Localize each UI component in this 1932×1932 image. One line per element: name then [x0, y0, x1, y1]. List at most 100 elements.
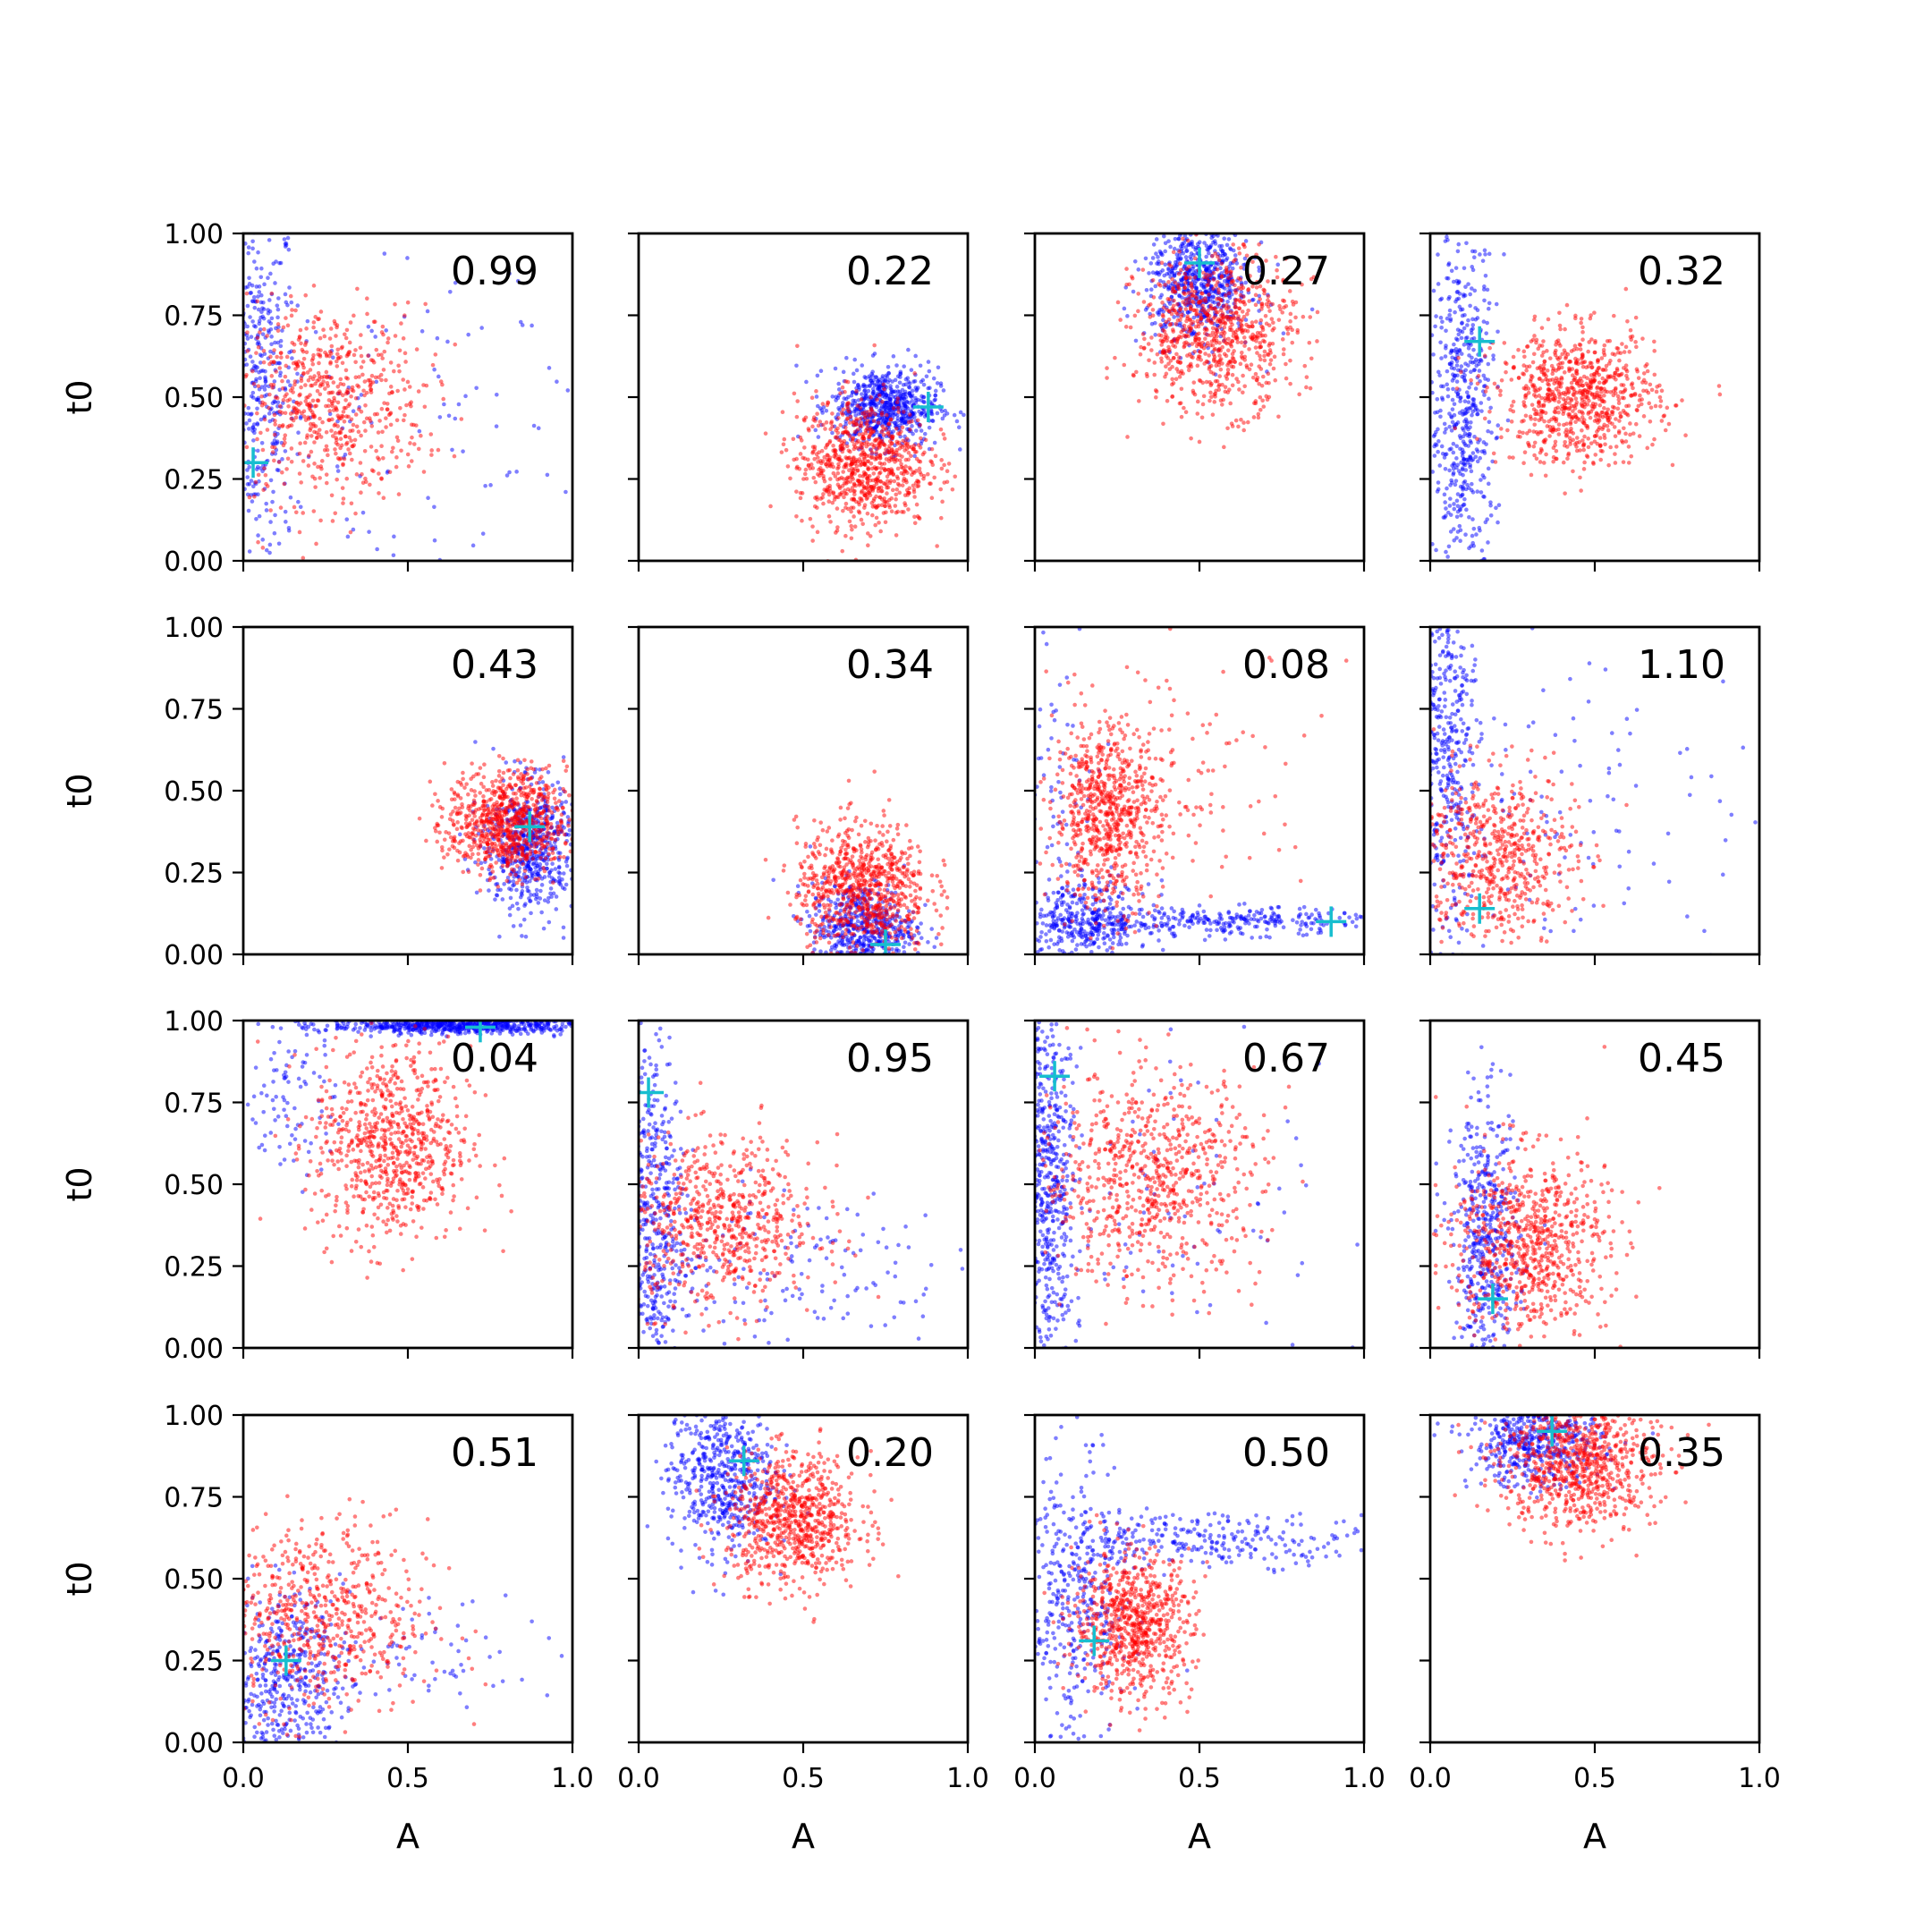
- point-blue: [373, 335, 377, 339]
- point-red: [1175, 336, 1181, 342]
- point-red: [1250, 320, 1255, 325]
- point-red: [812, 456, 817, 462]
- point-blue: [1444, 343, 1448, 348]
- point-blue: [236, 514, 241, 519]
- point-blue: [1463, 417, 1469, 422]
- point-red: [354, 424, 360, 429]
- point-blue: [1478, 528, 1482, 533]
- point-blue: [1470, 286, 1474, 291]
- point-red: [1288, 358, 1292, 363]
- point-blue: [1456, 228, 1461, 233]
- point-blue: [1479, 478, 1483, 482]
- point-blue: [1243, 318, 1249, 322]
- point-red: [360, 372, 365, 377]
- point-red: [395, 438, 401, 444]
- point-blue: [1447, 312, 1452, 318]
- point-red: [1177, 375, 1182, 379]
- point-red: [1207, 292, 1211, 297]
- point-red: [1528, 379, 1533, 384]
- point-red: [901, 438, 906, 444]
- point-red: [312, 440, 317, 445]
- point-red: [1302, 363, 1308, 369]
- point-red: [1190, 342, 1195, 346]
- point-red: [798, 452, 803, 456]
- point-blue: [1172, 274, 1177, 278]
- point-blue: [1436, 369, 1441, 375]
- point-red: [1210, 343, 1216, 348]
- point-blue: [1430, 470, 1435, 474]
- point-blue: [360, 510, 366, 515]
- point-blue: [897, 380, 902, 386]
- point-blue: [285, 235, 291, 241]
- point-red: [297, 471, 302, 476]
- point-blue: [267, 550, 272, 555]
- point-red: [404, 402, 409, 408]
- point-red: [1254, 252, 1258, 258]
- point-red: [1295, 330, 1301, 335]
- point-red: [860, 447, 865, 453]
- point-red: [305, 370, 310, 375]
- point-blue: [437, 415, 443, 419]
- point-red: [1625, 377, 1630, 381]
- point-blue: [343, 452, 348, 457]
- point-blue: [874, 382, 878, 387]
- point-blue: [278, 338, 284, 343]
- point-red: [1189, 361, 1193, 367]
- point-red: [288, 293, 293, 299]
- point-blue: [1166, 285, 1172, 291]
- point-red: [859, 517, 864, 522]
- point-red: [371, 360, 377, 365]
- point-blue: [290, 356, 294, 360]
- point-red: [1274, 254, 1278, 259]
- point-red: [379, 444, 384, 449]
- point-blue: [255, 397, 259, 402]
- point-red: [362, 379, 368, 384]
- point-red: [1179, 386, 1184, 392]
- point-red: [915, 484, 919, 489]
- point-blue: [1184, 227, 1189, 232]
- point-red: [399, 321, 403, 326]
- point-red: [301, 356, 307, 361]
- point-red: [814, 389, 818, 394]
- point-red: [1212, 357, 1216, 361]
- point-red: [284, 316, 288, 320]
- point-red: [876, 420, 881, 425]
- point-red: [1233, 309, 1239, 315]
- point-red: [335, 323, 340, 327]
- point-red: [885, 412, 889, 418]
- point-blue: [927, 425, 932, 430]
- point-red: [313, 315, 318, 319]
- point-red: [935, 544, 939, 548]
- point-red: [272, 432, 277, 437]
- point-blue: [1241, 262, 1246, 267]
- point-red: [794, 414, 800, 419]
- point-blue: [257, 513, 262, 519]
- point-red: [330, 519, 335, 523]
- point-blue: [245, 303, 250, 309]
- point-red: [860, 474, 866, 479]
- point-blue: [927, 369, 932, 374]
- point-red: [1485, 385, 1489, 390]
- point-red: [253, 479, 258, 485]
- point-red: [1229, 421, 1234, 426]
- point-blue: [238, 423, 242, 428]
- point-red: [1231, 364, 1236, 369]
- point-red: [1255, 335, 1260, 340]
- point-blue: [1443, 354, 1448, 359]
- point-red: [384, 425, 388, 429]
- point-red: [836, 462, 841, 467]
- point-red: [860, 488, 864, 494]
- point-red: [862, 491, 868, 496]
- point-blue: [262, 387, 267, 392]
- point-blue: [1147, 271, 1151, 275]
- point-red: [1521, 430, 1525, 436]
- point-red: [409, 400, 413, 405]
- point-red: [409, 403, 413, 409]
- point-blue: [1453, 336, 1459, 342]
- point-red: [324, 480, 329, 486]
- point-red: [1192, 275, 1198, 280]
- point-blue: [1161, 233, 1166, 239]
- point-blue: [369, 328, 374, 334]
- point-blue: [276, 360, 281, 366]
- point-blue: [1459, 364, 1464, 369]
